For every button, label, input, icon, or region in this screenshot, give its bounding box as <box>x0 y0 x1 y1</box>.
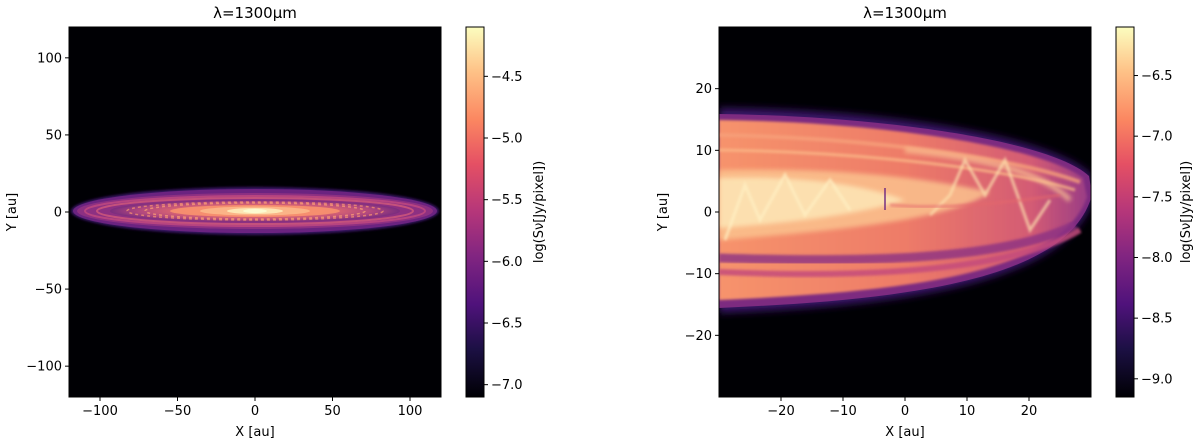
colorbar-tick-label: −5.5 <box>491 193 523 208</box>
left-disk-image <box>71 187 439 235</box>
x-tick-label: −10 <box>829 404 856 419</box>
right-zoom-image <box>719 108 1091 313</box>
right-colorbar <box>1115 26 1135 398</box>
x-tick-label: 100 <box>398 404 423 419</box>
colorbar-tick-label: −4.5 <box>491 70 523 85</box>
right-title: λ=1300μm <box>863 4 947 22</box>
left-panel: λ=1300μm −100 −50 0 50 100 100 50 0 −50 −100 X [… <box>5 4 547 440</box>
left-x-axis-label: X [au] <box>235 425 274 440</box>
right-panel: λ=1300μm −20 −10 0 10 20 <box>656 4 1194 440</box>
y-tick-label: 10 <box>695 144 712 159</box>
y-tick-label: −100 <box>26 360 62 375</box>
y-tick-label: −50 <box>35 283 62 298</box>
left-title: λ=1300μm <box>213 4 297 22</box>
colorbar-tick-label: −8.5 <box>1141 312 1173 327</box>
colorbar-tick-label: −7.0 <box>491 378 523 393</box>
x-tick-label: −100 <box>82 404 118 419</box>
right-x-ticks: −20 −10 0 10 20 <box>767 397 1037 419</box>
x-tick-label: 0 <box>251 404 259 419</box>
x-tick-label: 10 <box>959 404 976 419</box>
colorbar-tick-label: −7.0 <box>1141 130 1173 145</box>
colorbar-tick-label: −7.5 <box>1141 190 1173 205</box>
left-colorbar-ticks: −4.5 −5.0 −5.5 −6.0 −6.5 −7.0 <box>484 70 523 393</box>
right-colorbar-ticks: −6.5 −7.0 −7.5 −8.0 −8.5 −9.0 <box>1134 69 1173 387</box>
x-tick-label: −20 <box>767 404 794 419</box>
right-y-axis-label: Y [au] <box>656 193 671 232</box>
right-y-ticks: 20 10 0 −10 −20 <box>685 82 719 344</box>
y-tick-label: 50 <box>45 128 62 143</box>
x-tick-label: −50 <box>164 404 191 419</box>
left-y-ticks: 100 50 0 −50 −100 <box>26 51 69 375</box>
y-tick-label: −20 <box>685 329 712 344</box>
left-colorbar <box>465 26 485 398</box>
colorbar-tick-label: −9.0 <box>1141 372 1173 387</box>
y-tick-label: 0 <box>54 206 62 221</box>
right-colorbar-label: log(Sν[Jy/pixel]) <box>1179 161 1194 263</box>
x-tick-label: 50 <box>324 404 341 419</box>
colorbar-tick-label: −6.5 <box>1141 69 1173 84</box>
left-x-ticks: −100 −50 0 50 100 <box>82 397 422 419</box>
left-y-axis-label: Y [au] <box>5 193 20 232</box>
y-tick-label: 100 <box>37 51 62 66</box>
left-colorbar-label: log(Sν[Jy/pixel]) <box>532 161 547 263</box>
right-x-axis-label: X [au] <box>885 425 924 440</box>
colorbar-tick-label: −6.0 <box>491 255 523 270</box>
y-tick-label: 20 <box>695 82 712 97</box>
x-tick-label: 20 <box>1021 404 1038 419</box>
x-tick-label: 0 <box>901 404 909 419</box>
y-tick-label: −10 <box>685 267 712 282</box>
colorbar-tick-label: −6.5 <box>491 317 523 332</box>
colorbar-tick-label: −5.0 <box>491 132 523 147</box>
y-tick-label: 0 <box>704 206 712 221</box>
colorbar-tick-label: −8.0 <box>1141 251 1173 266</box>
